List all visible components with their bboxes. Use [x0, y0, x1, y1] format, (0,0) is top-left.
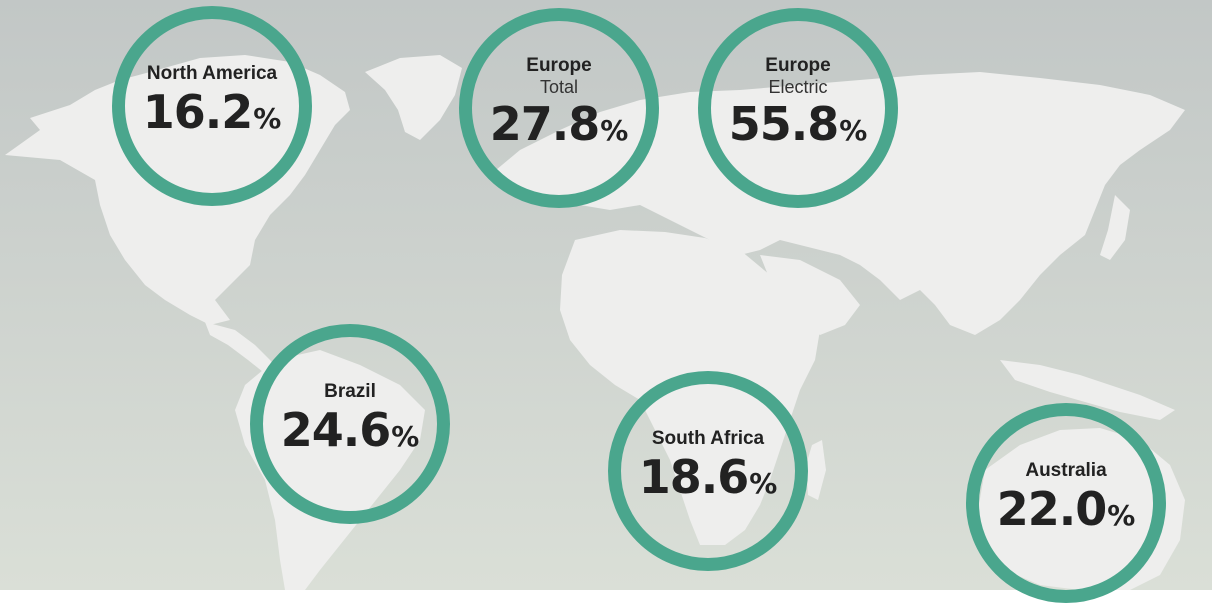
value-number: 16.2 — [142, 85, 253, 139]
value-unit: % — [391, 420, 420, 453]
value: 24.6% — [281, 405, 420, 467]
land-madagascar — [806, 440, 826, 500]
land-se-asia — [1000, 360, 1175, 420]
region-label: Europe — [526, 55, 592, 76]
value-number: 27.8 — [489, 97, 600, 151]
badge-north-america: North America 16.2% — [112, 6, 312, 206]
value-unit: % — [600, 114, 629, 147]
value-unit: % — [253, 102, 282, 135]
badge-europe-total: Europe Total 27.8% — [459, 8, 659, 208]
region-label: South Africa — [651, 428, 765, 449]
region-label: Europe — [765, 55, 831, 76]
value-unit: % — [1107, 499, 1136, 532]
value-number: 18.6 — [638, 450, 749, 504]
value: 55.8% — [729, 99, 868, 161]
badge-europe-electric: Europe Electric 55.8% — [698, 8, 898, 208]
region-sublabel: Electric — [768, 77, 828, 97]
land-eurasia — [490, 72, 1185, 335]
land-arabia — [760, 255, 860, 335]
value-number: 55.8 — [728, 97, 839, 151]
land-central-america — [205, 322, 280, 376]
value: 18.6% — [639, 452, 778, 514]
badge-australia: Australia 22.0% — [966, 403, 1166, 603]
value-number: 22.0 — [996, 482, 1107, 536]
region-sublabel: Total — [539, 77, 579, 97]
value-unit: % — [839, 114, 868, 147]
land-japan — [1100, 195, 1130, 260]
region-label: Brazil — [324, 381, 376, 402]
value: 27.8% — [490, 99, 629, 161]
land-greenland — [365, 55, 462, 140]
badge-brazil: Brazil 24.6% — [250, 324, 450, 524]
value: 22.0% — [997, 484, 1136, 546]
value: 16.2% — [143, 87, 282, 149]
region-label: Australia — [1025, 460, 1107, 481]
value-number: 24.6 — [280, 403, 391, 457]
badge-south-africa: South Africa 18.6% — [608, 371, 808, 571]
value-unit: % — [749, 467, 778, 500]
region-label: North America — [146, 63, 278, 84]
